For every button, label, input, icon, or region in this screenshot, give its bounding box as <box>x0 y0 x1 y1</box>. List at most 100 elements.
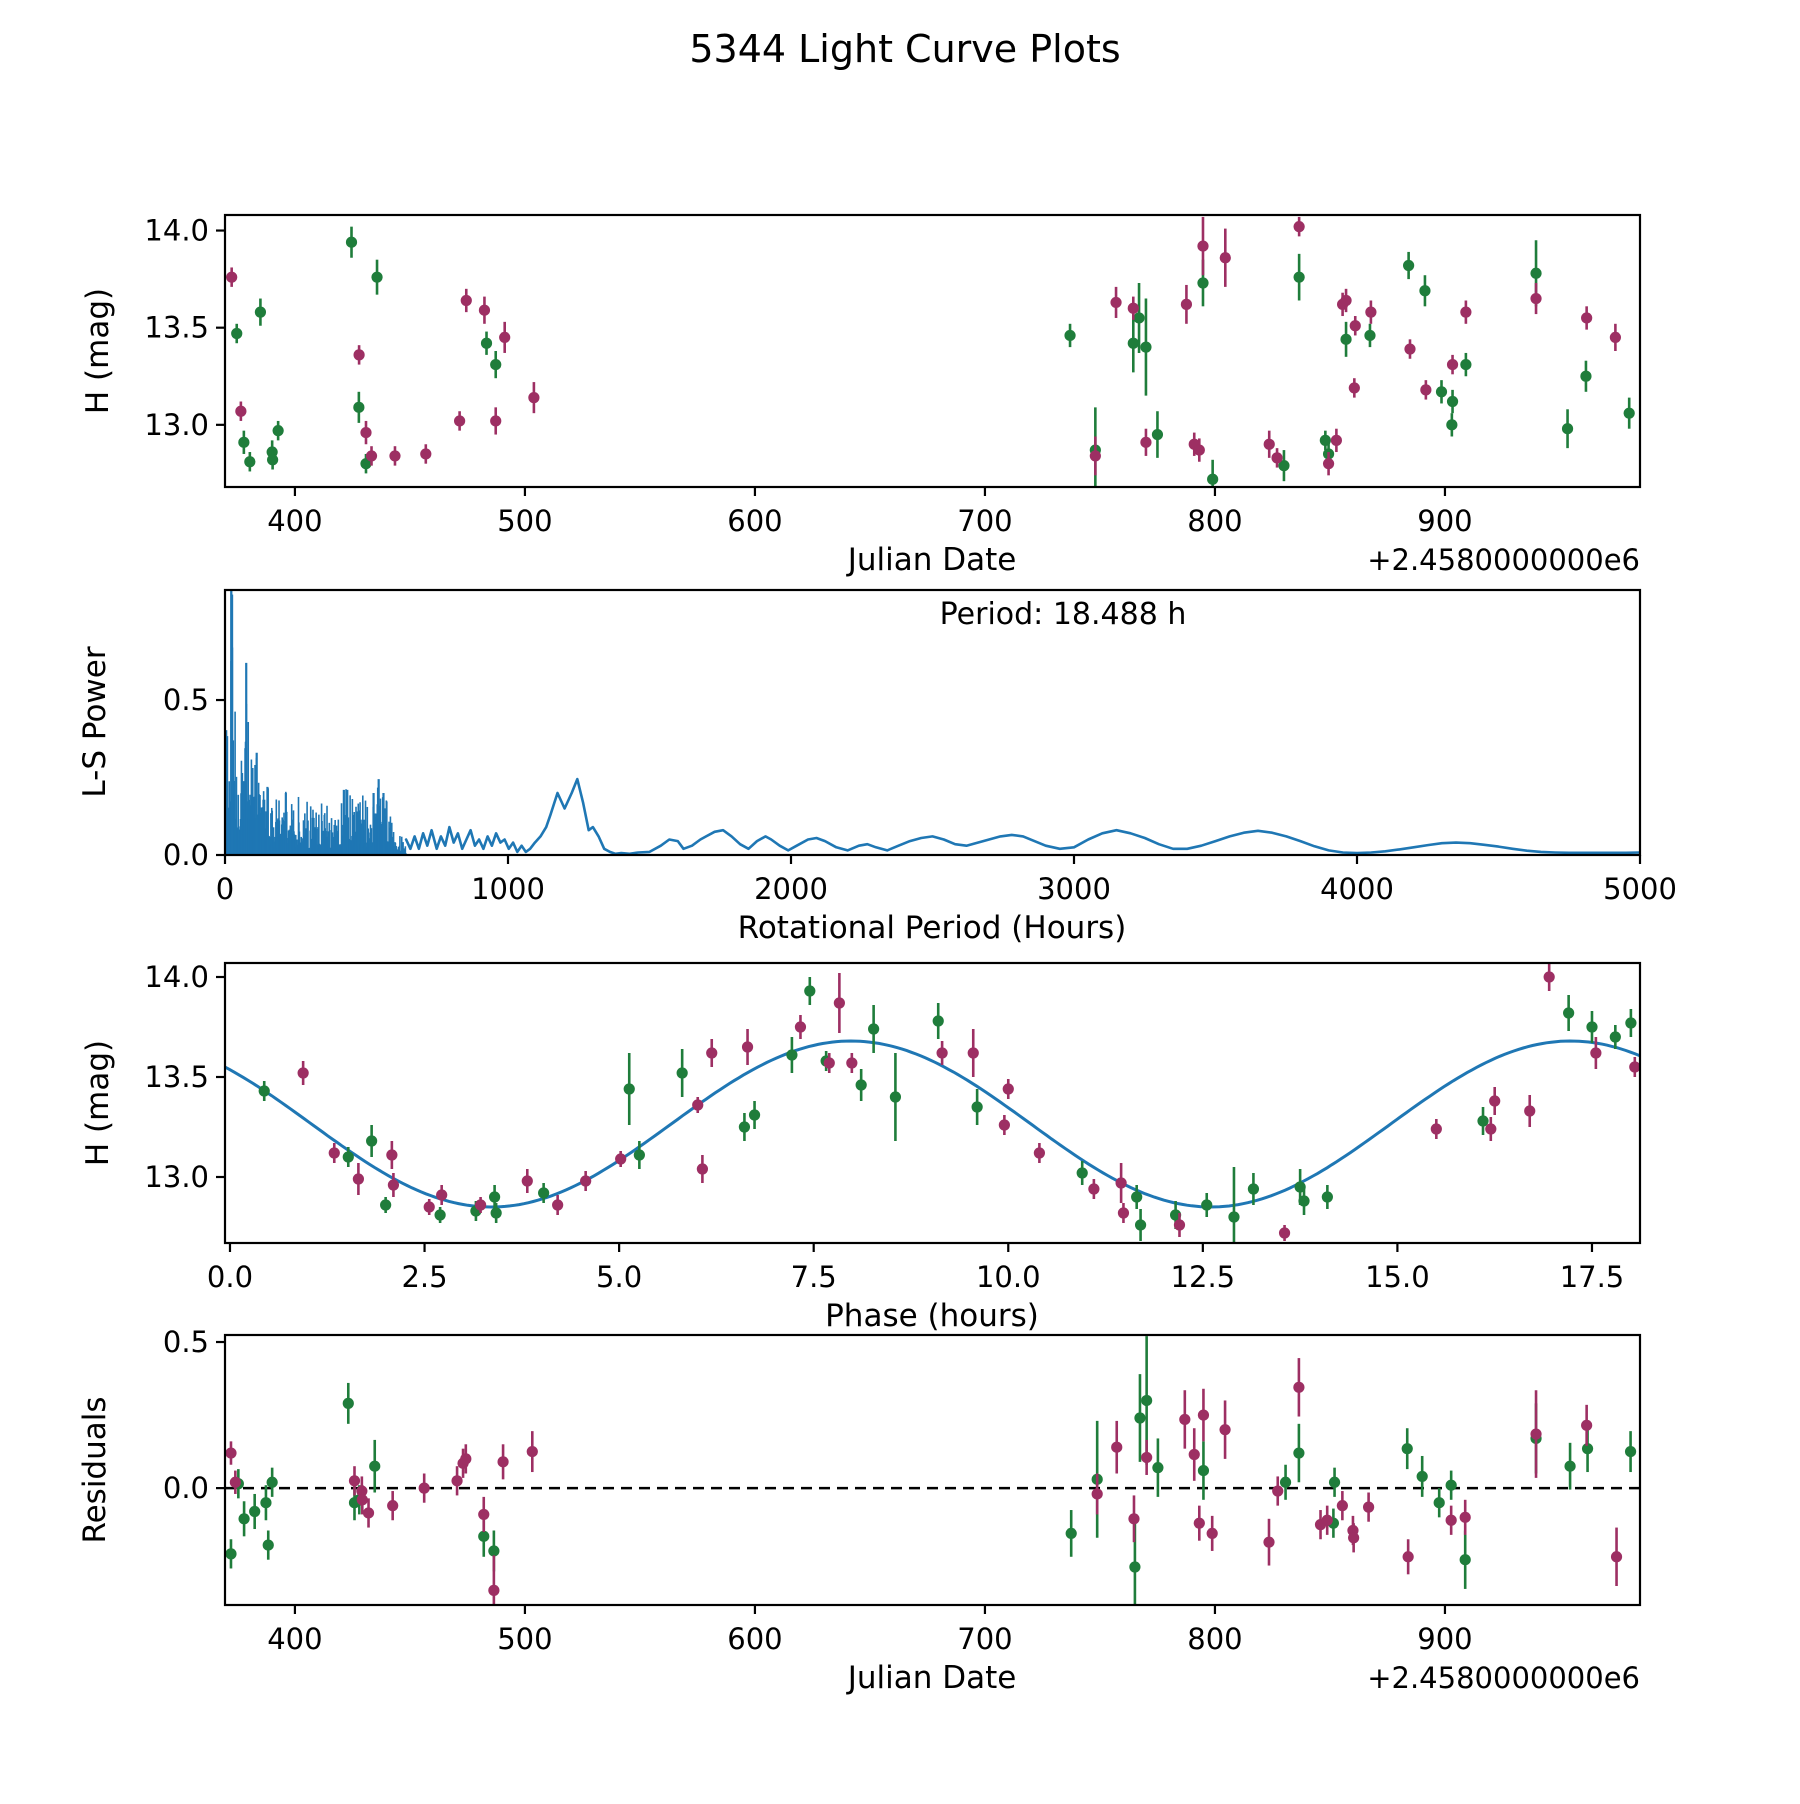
data-point <box>418 1482 430 1494</box>
data-point <box>249 1505 261 1518</box>
data-point <box>1293 271 1305 283</box>
data-point <box>1141 1451 1153 1464</box>
phase-curve-x-tick-label: 7.5 <box>791 1260 837 1294</box>
data-point <box>1065 1527 1077 1540</box>
data-point <box>1530 292 1542 305</box>
data-point <box>1033 1147 1045 1159</box>
data-point <box>1117 1207 1130 1219</box>
lightcurve-x-tick-label: 900 <box>1417 504 1472 538</box>
data-point <box>258 1085 270 1097</box>
data-point <box>1173 1219 1186 1231</box>
data-point <box>328 1147 340 1159</box>
residuals-axes-box <box>223 1333 1642 1607</box>
periodogram-axes: 0 1000 2000 3000 4000 5000 0.0 0.5 <box>163 588 1677 906</box>
data-point <box>1247 1183 1260 1195</box>
data-point <box>1336 1500 1348 1512</box>
data-point <box>1064 329 1076 342</box>
data-point <box>1321 1191 1333 1203</box>
residuals-xaxis-label: Julian Date <box>846 1660 1017 1696</box>
periodogram-plot-area <box>225 590 1640 855</box>
data-point <box>1420 384 1432 396</box>
periodogram-x-tick-label: 4000 <box>1320 872 1394 906</box>
data-point <box>1530 267 1542 279</box>
data-point <box>478 1508 490 1521</box>
data-point <box>521 1175 533 1187</box>
data-point <box>741 1041 754 1053</box>
lightcurve-y-tick-label: 13.5 <box>144 311 209 345</box>
periodogram-data <box>225 590 1640 855</box>
data-point <box>1141 1394 1153 1407</box>
data-point <box>889 1091 902 1103</box>
data-point <box>1111 1441 1123 1453</box>
residuals-x-tick-label: 900 <box>1417 1622 1472 1656</box>
subplot-residuals: 400 500 600 700 800 900 0.0 0.5 Julian Date +2.… <box>77 1325 1642 1696</box>
data-point <box>1404 343 1416 355</box>
data-point <box>272 425 284 437</box>
data-point <box>1293 221 1305 233</box>
data-point <box>1151 428 1164 441</box>
data-point <box>1402 1551 1414 1563</box>
data-point <box>1279 1476 1292 1488</box>
data-point <box>348 1475 361 1487</box>
data-point <box>1076 1167 1088 1179</box>
data-point <box>1460 306 1472 318</box>
data-point <box>1485 1123 1497 1135</box>
data-point <box>238 436 250 448</box>
data-point <box>1140 436 1152 448</box>
data-point <box>936 1047 948 1059</box>
data-point <box>490 359 502 371</box>
data-point <box>474 1199 487 1211</box>
data-point <box>1580 370 1592 382</box>
phase-curve-x-tick-label: 10.0 <box>976 1260 1041 1294</box>
phase-curve-plot-area <box>225 963 1640 1243</box>
data-point <box>1581 1419 1593 1431</box>
phase-curve-x-tick-label: 17.5 <box>1560 1260 1625 1294</box>
data-point <box>478 304 491 316</box>
data-point <box>389 450 401 462</box>
data-point <box>676 1067 688 1079</box>
data-point <box>1134 1219 1147 1231</box>
data-point <box>345 236 358 248</box>
data-point <box>353 349 365 361</box>
data-point <box>1435 386 1448 398</box>
data-point <box>262 1539 274 1551</box>
data-point <box>366 1135 378 1147</box>
data-point <box>1609 331 1621 343</box>
periodogram-x-tick-label: 3000 <box>1037 872 1111 906</box>
subplot-periodogram: 0 1000 2000 3000 4000 5000 0.0 0.5 Period: 18.4… <box>77 588 1677 946</box>
data-point <box>580 1175 592 1187</box>
residuals-x-tick-label: 600 <box>727 1622 782 1656</box>
series-apparition-1-green <box>231 226 1635 487</box>
residuals-x-tick-label: 500 <box>497 1622 552 1656</box>
data-point <box>420 448 432 460</box>
data-point <box>1446 395 1459 408</box>
periodogram-yaxis-label: L-S Power <box>77 646 113 797</box>
data-point <box>360 427 372 439</box>
data-point <box>460 1453 472 1465</box>
data-point <box>1131 1191 1143 1203</box>
data-point <box>967 1047 979 1059</box>
residuals-axes: 400 500 600 700 800 900 0.0 0.5 <box>163 1325 1642 1656</box>
lightcurve-x-tick-label: 600 <box>727 504 782 538</box>
data-point <box>254 306 267 318</box>
data-point <box>932 1015 944 1027</box>
data-point <box>1624 1445 1637 1458</box>
data-point <box>387 1179 400 1191</box>
lightcurve-y-tick-label: 14.0 <box>144 214 209 248</box>
data-point <box>1134 1412 1146 1424</box>
residuals-x-tick-label: 700 <box>957 1622 1012 1656</box>
data-point <box>552 1199 564 1211</box>
data-point <box>235 405 247 417</box>
data-point <box>480 337 493 349</box>
data-point <box>380 1199 392 1211</box>
data-point <box>1564 1460 1576 1472</box>
data-point <box>488 1545 500 1557</box>
data-point <box>1581 1443 1594 1455</box>
data-point <box>1445 1479 1457 1491</box>
data-point <box>488 1191 501 1203</box>
data-point <box>1446 359 1459 371</box>
data-point <box>1263 1536 1275 1548</box>
data-point <box>1002 1083 1014 1095</box>
data-point <box>356 1494 368 1506</box>
data-point <box>225 1548 237 1560</box>
